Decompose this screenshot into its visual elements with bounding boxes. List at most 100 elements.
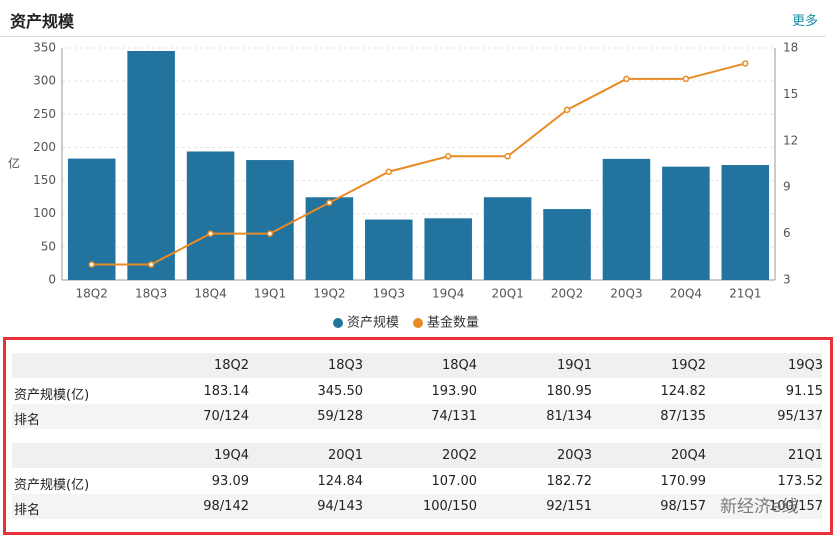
- column-header: 18Q3: [327, 358, 363, 373]
- y2-tick-label: 15: [783, 87, 798, 101]
- y-tick-label: 50: [41, 239, 56, 253]
- table-row: 资产规模(亿) 93.09 124.84 107.00 182.72 170.99 173.…: [12, 469, 824, 494]
- y2-tick-label: 9: [783, 180, 791, 194]
- column-header: 19Q1: [556, 358, 592, 373]
- line-point: [563, 106, 571, 114]
- cell: 193.90: [431, 384, 478, 399]
- bar: [543, 209, 591, 280]
- legend-label: 基金数量: [427, 315, 479, 331]
- row-label: 排名: [14, 503, 41, 518]
- bar: [483, 197, 532, 280]
- column-header: 20Q2: [441, 448, 477, 463]
- cell: 74/131: [431, 409, 477, 424]
- column-header: 19Q3: [787, 358, 823, 373]
- legend-marker: [333, 318, 343, 328]
- cell: 183.14: [203, 384, 250, 399]
- x-tick-label: 20Q1: [491, 287, 523, 301]
- line-point: [504, 153, 511, 160]
- line-point: [385, 168, 393, 175]
- y-tick-label: 250: [33, 107, 56, 121]
- x-tick-label: 18Q4: [194, 287, 226, 301]
- more-link[interactable]: 更多: [791, 14, 818, 29]
- bar: [721, 164, 770, 280]
- data-table: 18Q2 18Q3 18Q4 19Q1 19Q2 19Q3 资产规模(亿) 183.14 345…: [3, 337, 833, 535]
- cell: 124.82: [660, 384, 707, 399]
- x-tick-label: 21Q1: [729, 287, 761, 301]
- x-tick-label: 20Q2: [551, 287, 583, 301]
- bar: [67, 158, 116, 280]
- legend-marker: [413, 318, 423, 328]
- line-point: [326, 199, 333, 206]
- line-point: [207, 230, 214, 237]
- x-tick-label: 20Q4: [670, 287, 702, 301]
- column-header: 20Q4: [670, 448, 706, 463]
- bar: [424, 218, 472, 280]
- table-header-row: 18Q2 18Q3 18Q4 19Q1 19Q2 19Q3: [12, 353, 823, 378]
- cell: 98/142: [203, 499, 249, 514]
- line: [91, 62, 746, 266]
- cell: 98/157: [660, 499, 706, 514]
- cell: 59/128: [317, 409, 363, 424]
- line-point: [266, 230, 274, 237]
- row-label: 资产规模(亿): [14, 478, 90, 493]
- x-tick-label: 19Q3: [373, 287, 405, 301]
- table-row: 排名 98/142 94/143 100/150 92/151 98/157 100/157: [12, 494, 823, 519]
- line-point: [88, 261, 95, 268]
- column-header: 18Q4: [441, 358, 477, 373]
- column-header: 18Q2: [213, 358, 249, 373]
- row-label: 资产规模(亿): [14, 388, 90, 403]
- bar: [305, 197, 354, 280]
- cell: 170.99: [660, 474, 707, 489]
- x-tick-label: 19Q1: [254, 287, 286, 301]
- column-header: 20Q1: [327, 448, 363, 463]
- y-tick-label: 350: [33, 41, 56, 55]
- cell: 182.72: [546, 474, 593, 489]
- x-tick-label: 20Q3: [610, 287, 642, 301]
- y2-tick-label: 18: [783, 41, 798, 55]
- bar: [127, 50, 175, 281]
- table-header-row: 19Q4 20Q1 20Q2 20Q3 20Q4 21Q1: [12, 443, 823, 468]
- cell: 173.52: [777, 474, 824, 489]
- line-point: [682, 75, 690, 83]
- y2-tick-label: 3: [783, 273, 791, 287]
- cell: 345.50: [317, 384, 364, 399]
- bar: [662, 166, 710, 280]
- cell: 93.09: [211, 474, 249, 489]
- bar: [365, 219, 413, 280]
- table-row: 排名 70/124 59/128 74/131 81/134 87/135 95/137: [12, 404, 823, 429]
- header: 资产规模 更多: [0, 0, 826, 37]
- y-tick-label: 300: [33, 74, 56, 88]
- column-header: 19Q4: [213, 448, 249, 463]
- y-tick-label: 0: [48, 273, 56, 287]
- cell: 107.00: [431, 474, 478, 489]
- cell: 91.15: [785, 384, 823, 399]
- cell: 81/134: [546, 409, 592, 424]
- x-tick-label: 19Q4: [432, 287, 464, 301]
- y-tick-label: 150: [33, 173, 56, 187]
- y-tick-label: 100: [33, 206, 56, 220]
- bar: [246, 160, 294, 280]
- line-point: [444, 153, 452, 160]
- cell: 70/124: [203, 409, 249, 424]
- line-point: [147, 261, 155, 268]
- y-axis-label: 亿: [8, 156, 20, 171]
- x-tick-label: 18Q2: [76, 287, 108, 301]
- row-label: 排名: [14, 413, 41, 428]
- bar: [186, 151, 235, 280]
- x-tick-label: 18Q3: [135, 287, 167, 301]
- line-point: [742, 60, 749, 67]
- x-tick-label: 19Q2: [313, 287, 345, 301]
- cell: 100/150: [422, 499, 477, 514]
- cell: 95/137: [777, 409, 823, 424]
- y-tick-label: 200: [33, 140, 56, 154]
- cell: 87/135: [660, 409, 706, 424]
- bar: [602, 158, 651, 280]
- chart: 0 50 100 150 200 250 300 350 3 6 9 12 15 18 亿 18Q2 18Q3 1…: [8, 41, 798, 331]
- y2-tick-label: 6: [783, 226, 791, 240]
- title: 资产规模: [10, 12, 75, 31]
- cell: 94/143: [317, 499, 363, 514]
- column-header: 19Q2: [670, 358, 706, 373]
- legend-label: 资产规模: [347, 316, 399, 331]
- table-row: 资产规模(亿) 183.14 345.50 193.90 180.95 124.82 91.…: [12, 379, 823, 404]
- cell: 92/151: [546, 499, 592, 514]
